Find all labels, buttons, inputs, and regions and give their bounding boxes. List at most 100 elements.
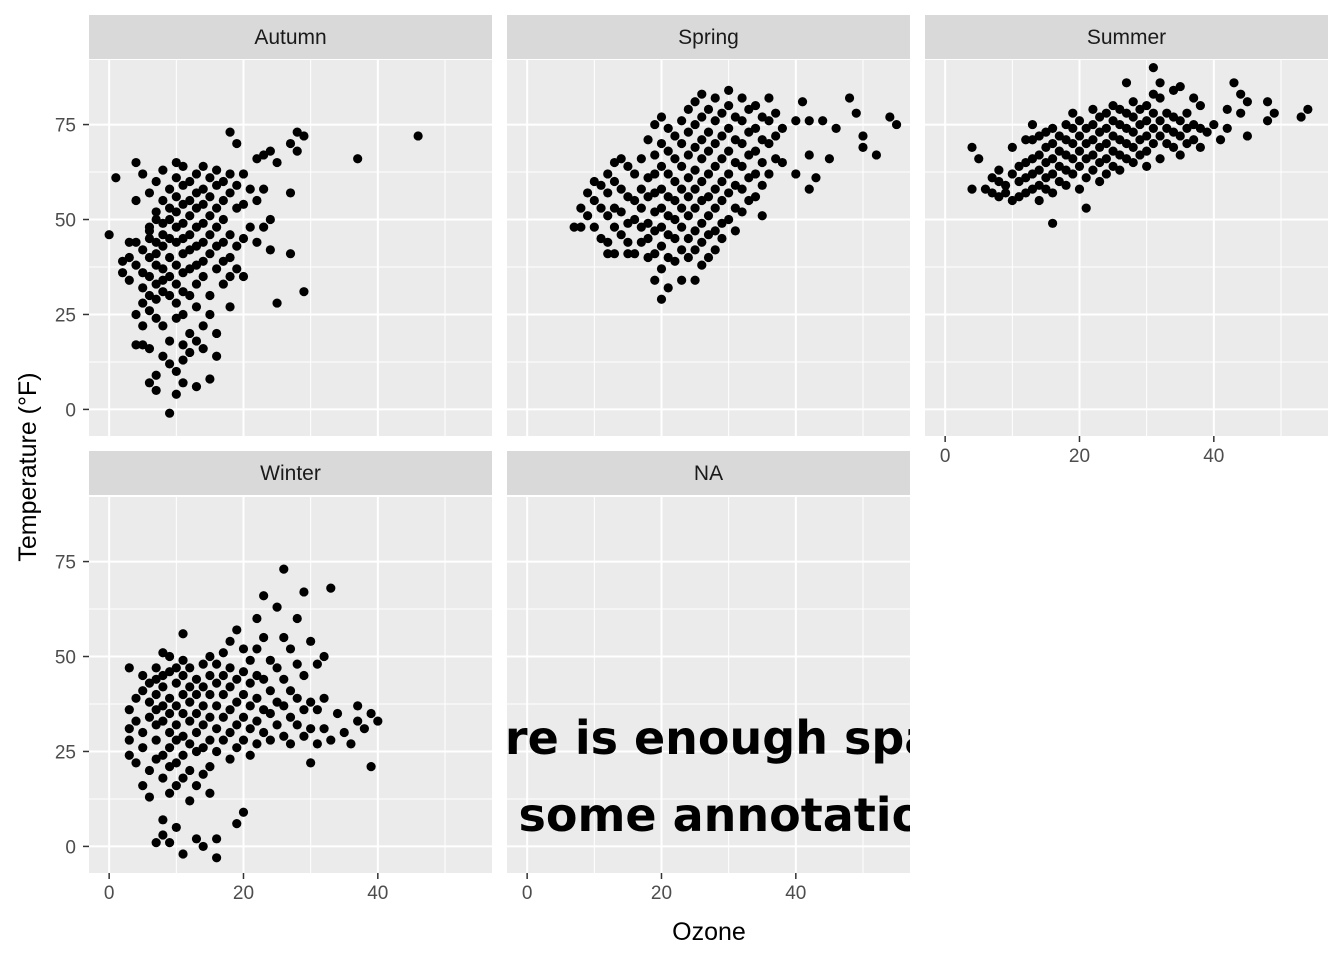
data-point bbox=[178, 309, 188, 320]
data-point bbox=[144, 765, 155, 776]
data-point bbox=[124, 735, 134, 745]
data-point bbox=[165, 788, 175, 798]
y-axis-row-2: 0 25 50 75 bbox=[55, 553, 89, 858]
data-point bbox=[198, 271, 208, 282]
data-point bbox=[413, 131, 423, 141]
data-point bbox=[285, 686, 296, 696]
data-point bbox=[1061, 135, 1071, 145]
data-point bbox=[158, 264, 168, 274]
data-point bbox=[158, 351, 168, 361]
data-point bbox=[1021, 157, 1031, 168]
data-point bbox=[974, 154, 984, 164]
data-point bbox=[144, 226, 155, 236]
data-point bbox=[191, 169, 202, 179]
data-point bbox=[703, 252, 714, 263]
data-point bbox=[771, 154, 781, 164]
facet-panels: Autumn Spring Summer Winter NA Here is enough… bbox=[89, 15, 1328, 873]
data-point bbox=[165, 727, 175, 738]
data-point bbox=[245, 701, 255, 711]
data-point bbox=[744, 127, 754, 137]
data-point bbox=[225, 636, 235, 646]
data-point bbox=[690, 226, 700, 236]
data-point bbox=[824, 154, 835, 164]
data-point bbox=[757, 211, 767, 221]
data-point bbox=[299, 705, 309, 715]
data-point bbox=[724, 100, 734, 111]
data-point bbox=[158, 275, 168, 285]
data-point bbox=[750, 100, 761, 111]
data-point bbox=[683, 150, 693, 160]
data-point bbox=[1142, 131, 1152, 141]
data-point bbox=[891, 119, 902, 130]
strip-label: Winter bbox=[260, 462, 321, 485]
data-point bbox=[359, 724, 369, 734]
data-point bbox=[178, 218, 188, 228]
data-point bbox=[259, 184, 269, 194]
data-point bbox=[232, 180, 242, 190]
data-point bbox=[191, 241, 202, 251]
data-point bbox=[131, 260, 141, 270]
data-point bbox=[205, 211, 215, 221]
data-point bbox=[205, 290, 215, 301]
data-point bbox=[332, 708, 343, 719]
data-point bbox=[636, 154, 646, 164]
data-point bbox=[1115, 135, 1125, 145]
data-point bbox=[650, 119, 660, 130]
data-point bbox=[178, 199, 188, 209]
data-point bbox=[185, 716, 195, 726]
data-point bbox=[1088, 150, 1098, 160]
data-point bbox=[144, 792, 155, 802]
data-point bbox=[683, 192, 693, 202]
data-point bbox=[656, 184, 667, 194]
data-point bbox=[623, 218, 633, 228]
data-point bbox=[245, 678, 255, 688]
data-point bbox=[373, 716, 383, 726]
data-point bbox=[205, 689, 215, 700]
data-point bbox=[1142, 161, 1152, 171]
data-point bbox=[198, 161, 208, 171]
data-point bbox=[205, 712, 215, 722]
data-point bbox=[144, 290, 155, 301]
data-point bbox=[683, 233, 693, 244]
data-point bbox=[744, 195, 754, 206]
data-point bbox=[670, 256, 680, 266]
data-point bbox=[178, 233, 188, 244]
data-point bbox=[285, 249, 296, 259]
facet-winter: Winter bbox=[89, 451, 492, 873]
data-point bbox=[643, 233, 653, 244]
data-point bbox=[198, 659, 208, 669]
data-point bbox=[138, 727, 148, 738]
data-point bbox=[312, 705, 322, 715]
data-point bbox=[151, 720, 161, 730]
x-axis-title: Ozone bbox=[672, 918, 746, 946]
data-point bbox=[677, 161, 687, 171]
data-point bbox=[306, 636, 316, 646]
data-point bbox=[1148, 62, 1158, 73]
data-point bbox=[1121, 123, 1132, 133]
data-point bbox=[683, 211, 693, 221]
data-point bbox=[171, 389, 181, 399]
data-point bbox=[1034, 131, 1044, 141]
data-point bbox=[724, 188, 734, 198]
data-point bbox=[1115, 150, 1125, 160]
data-point bbox=[185, 682, 195, 692]
data-point bbox=[272, 602, 282, 612]
data-point bbox=[710, 203, 720, 213]
data-point bbox=[259, 150, 269, 160]
data-point bbox=[650, 169, 660, 179]
strip-background bbox=[89, 15, 492, 59]
data-point bbox=[844, 93, 855, 103]
data-point bbox=[165, 708, 175, 719]
data-point bbox=[1189, 93, 1199, 103]
data-point bbox=[212, 241, 222, 251]
data-point bbox=[131, 237, 141, 247]
data-point bbox=[643, 173, 653, 183]
data-point bbox=[144, 233, 155, 244]
data-point bbox=[1048, 154, 1058, 164]
data-point bbox=[144, 378, 155, 388]
data-point bbox=[265, 735, 275, 745]
data-point bbox=[1155, 154, 1165, 164]
data-point bbox=[138, 743, 148, 753]
data-point bbox=[205, 670, 215, 681]
